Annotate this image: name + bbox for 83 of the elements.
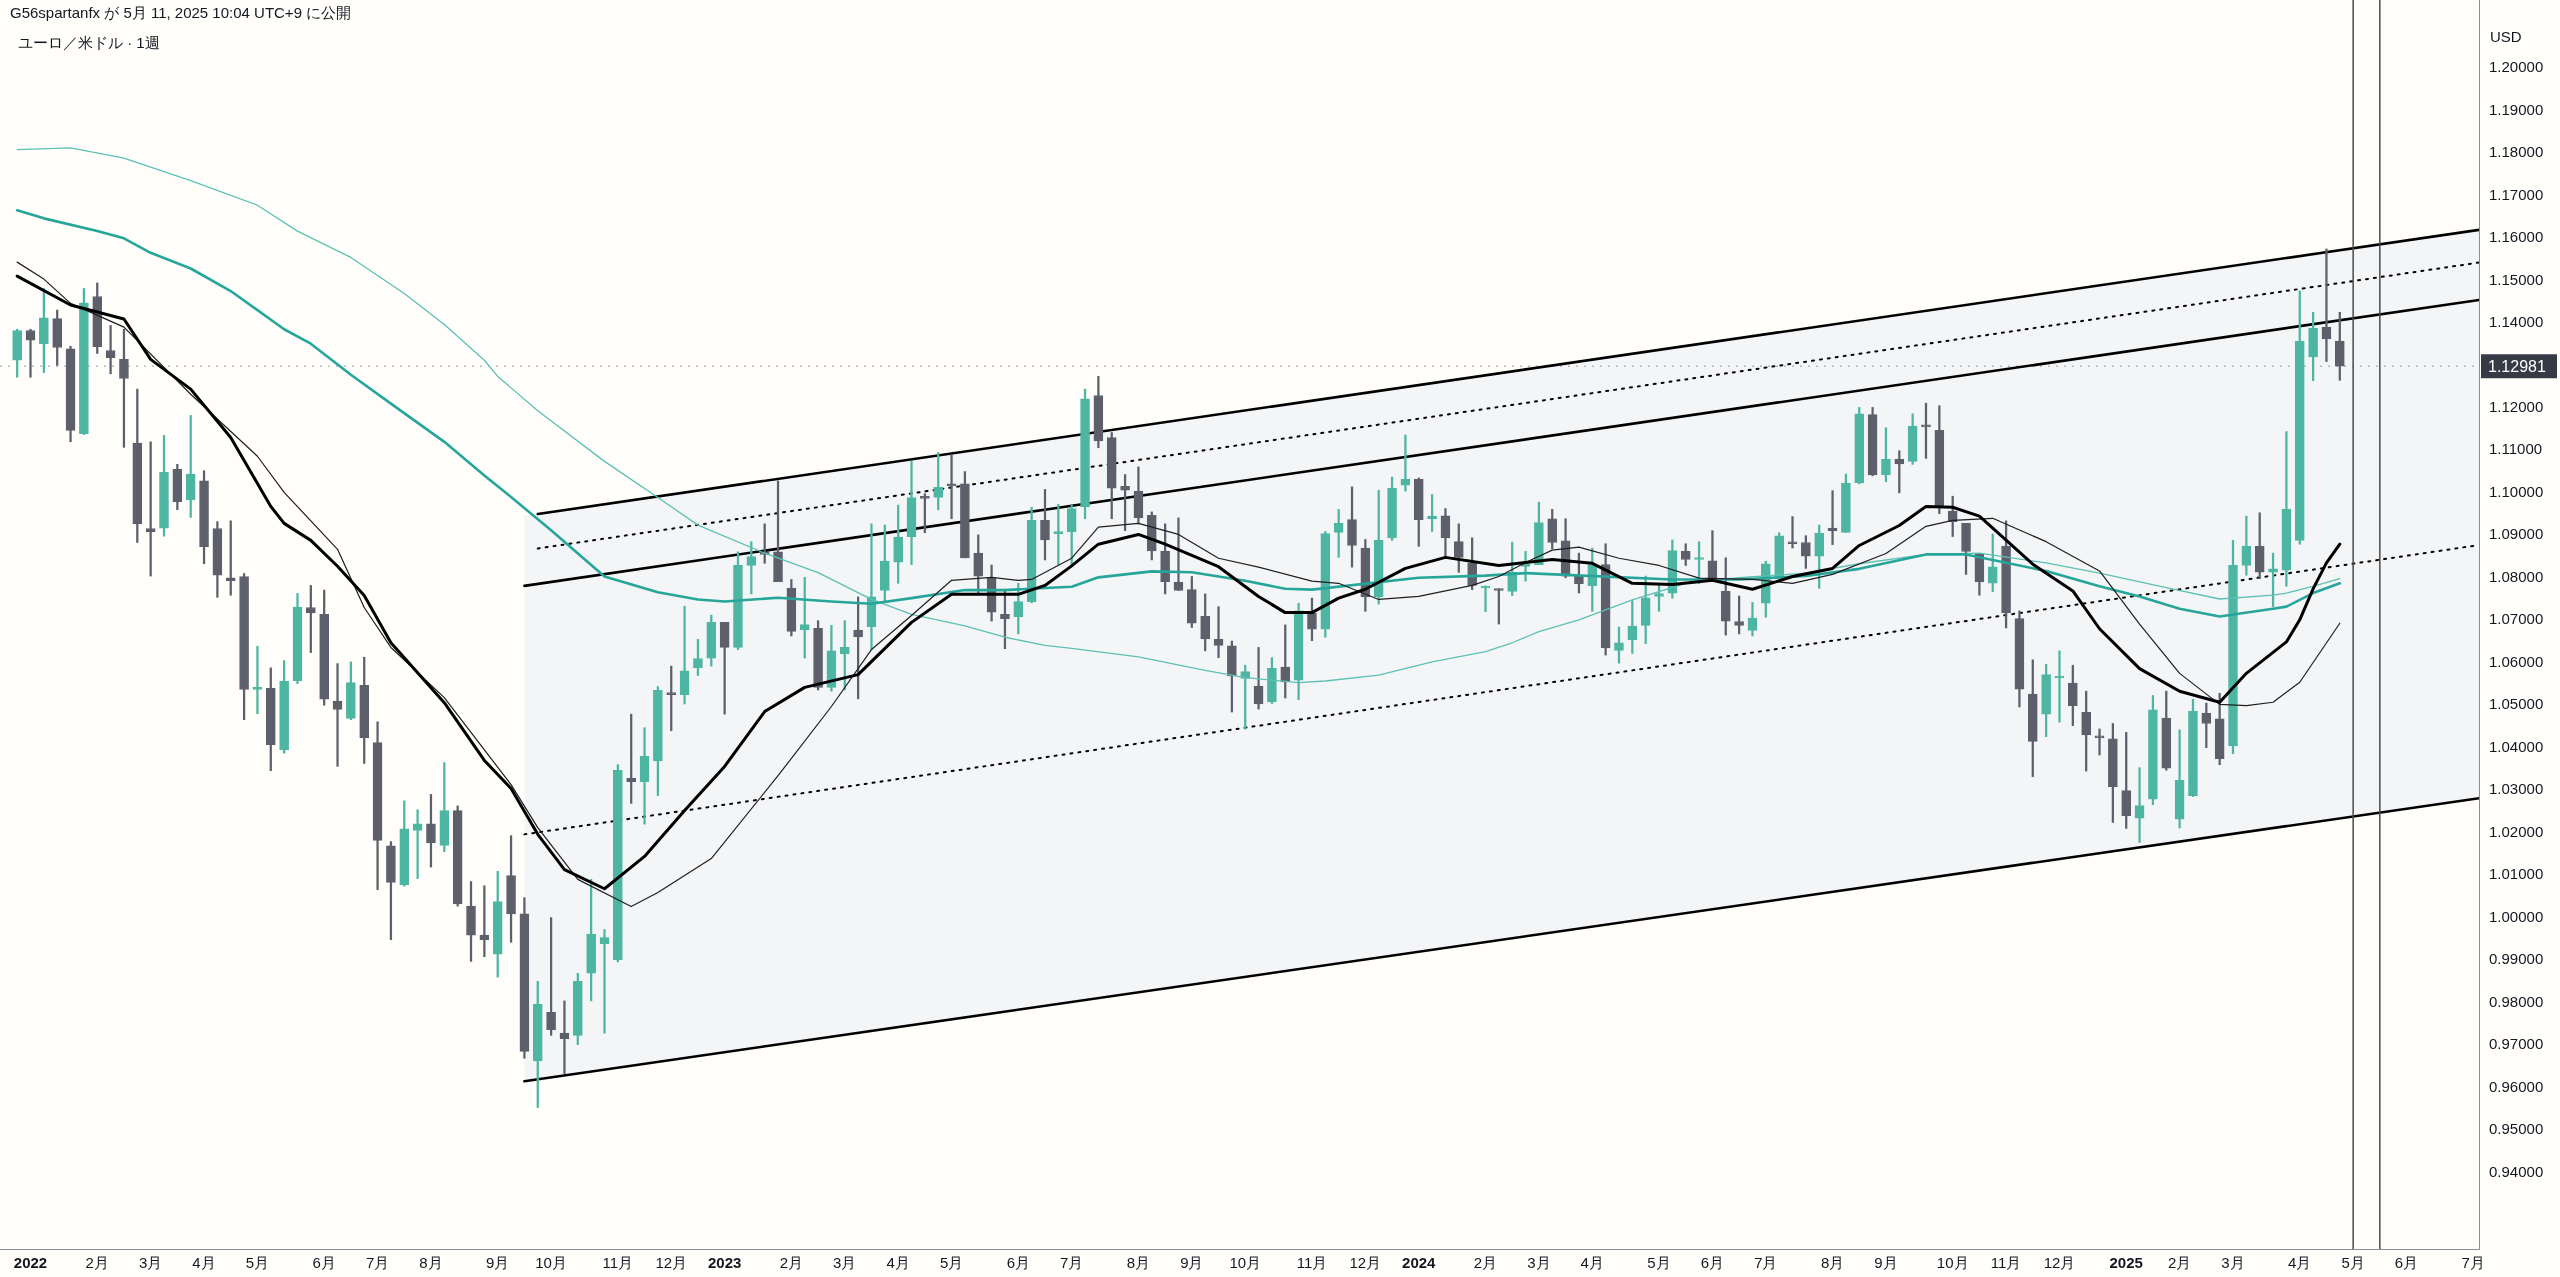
candlestick [252, 645, 263, 715]
candlestick [639, 727, 650, 825]
candlestick [679, 605, 690, 705]
x-tick-label: 2月 [779, 1254, 804, 1272]
text: ユーロ／米ドル · 1週 [18, 34, 160, 53]
x-tick-label: 8月 [1126, 1254, 1151, 1272]
x-tick-label: 2024 [1402, 1254, 1437, 1272]
y-tick-label: 1.06000 [2489, 652, 2544, 670]
x-tick-label: 11月 [602, 1254, 634, 1272]
x-tick-label: 4月 [192, 1254, 216, 1272]
y-tick-label: 1.18000 [2489, 143, 2544, 161]
y-tick-label: 1.11000 [2489, 440, 2543, 458]
x-tick-label: 11月 [1990, 1254, 2022, 1272]
y-tick-label: 1.04000 [2489, 737, 2544, 755]
y-tick-label: 1.16000 [2489, 228, 2544, 246]
y-tick-label: 1.20000 [2489, 58, 2544, 76]
x-tick-label: 11月 [1296, 1254, 1328, 1272]
candlestick [25, 328, 36, 378]
x-tick-label: 3月 [1527, 1254, 1551, 1272]
x-tick-label: 10月 [1229, 1254, 1262, 1272]
y-tick-label: 1.17000 [2489, 185, 2544, 203]
x-tick-label: 12月 [2043, 1254, 2076, 1272]
y-tick-label: 0.96000 [2489, 1077, 2544, 1095]
x-tick-label: 9月 [1874, 1254, 1898, 1272]
y-tick-label: 1.12000 [2489, 397, 2544, 415]
x-tick-label: 12月 [655, 1254, 688, 1272]
x-tick-label: 5月 [939, 1254, 964, 1272]
candlestick [1787, 516, 1798, 549]
x-tick-label: 10月 [535, 1254, 567, 1272]
x-tick-label: 4月 [886, 1254, 910, 1272]
x-tick-label: 8月 [1820, 1254, 1845, 1272]
y-tick-label: 0.95000 [2489, 1120, 2544, 1138]
y-tick-label: 1.19000 [2489, 100, 2544, 118]
x-tick-label: 6月 [1700, 1254, 1725, 1272]
x-tick-label: 3月 [2221, 1254, 2245, 1272]
x-tick-label: 9月 [1180, 1254, 1204, 1272]
x-tick-label: 4月 [2288, 1254, 2312, 1272]
x-tick-label: 2025 [2109, 1254, 2143, 1272]
x-tick-label: 6月 [312, 1254, 336, 1272]
x-tick-label: 4月 [1580, 1254, 1604, 1272]
y-tick-label: 1.02000 [2489, 822, 2544, 840]
y-tick-label: 1.09000 [2489, 525, 2544, 543]
y-axis-title: USD [2490, 28, 2522, 45]
candlestick [2134, 767, 2145, 843]
y-tick-label: 0.98000 [2489, 992, 2544, 1010]
x-tick-label: 2022 [13, 1254, 48, 1272]
x-tick-label: 2月 [2167, 1254, 2192, 1272]
x-tick-label: 7月 [365, 1254, 390, 1272]
y-tick-label: 1.14000 [2489, 313, 2544, 331]
y-tick-label: 0.94000 [2489, 1162, 2544, 1180]
y-tick-label: 1.07000 [2489, 610, 2544, 628]
x-tick-label: 2023 [707, 1254, 742, 1272]
x-tick-label: 5月 [245, 1254, 270, 1272]
chart-subtitle: G56spartanfx が 5月 11, 2025 10:04 UTC+9 に公開 [10, 4, 352, 23]
x-tick-label: 9月 [486, 1254, 510, 1272]
candlestick [412, 809, 423, 879]
x-tick-label: 6月 [1006, 1254, 1030, 1272]
x-tick-label: 10月 [1936, 1254, 1969, 1272]
x-tick-label: 6月 [2394, 1254, 2419, 1272]
y-tick-label: 1.00000 [2489, 907, 2544, 925]
y-tick-label: 1.05000 [2489, 695, 2544, 713]
candlestick [1213, 606, 1224, 658]
x-tick-label: 5月 [2341, 1254, 2365, 1272]
x-tick-label: 2月 [1473, 1254, 1498, 1272]
candlestick [105, 325, 116, 375]
y-tick-label: 1.15000 [2489, 270, 2544, 288]
y-tick-label: 1.08000 [2489, 567, 2544, 585]
x-tick-label: 3月 [833, 1254, 857, 1272]
y-tick-label: 1.01000 [2489, 865, 2544, 883]
x-tick-label: 8月 [419, 1254, 443, 1272]
x-tick-label: 3月 [138, 1254, 163, 1272]
y-tick-label: 1.03000 [2489, 780, 2544, 798]
x-tick-label: 7月 [1060, 1254, 1084, 1272]
x-tick-label: 7月 [1754, 1254, 1778, 1272]
y-tick-label: 1.10000 [2489, 482, 2544, 500]
candlestick [599, 929, 610, 1034]
x-tick-label: 5月 [1647, 1254, 1671, 1272]
x-tick-label: 12月 [1349, 1254, 1382, 1272]
x-tick-label: 2月 [85, 1254, 109, 1272]
ref-line-label: 1.12981 [2488, 357, 2546, 375]
y-tick-label: 0.99000 [2489, 950, 2544, 968]
x-tick-label: 7月 [2461, 1254, 2485, 1272]
y-tick-label: 0.97000 [2489, 1035, 2544, 1053]
